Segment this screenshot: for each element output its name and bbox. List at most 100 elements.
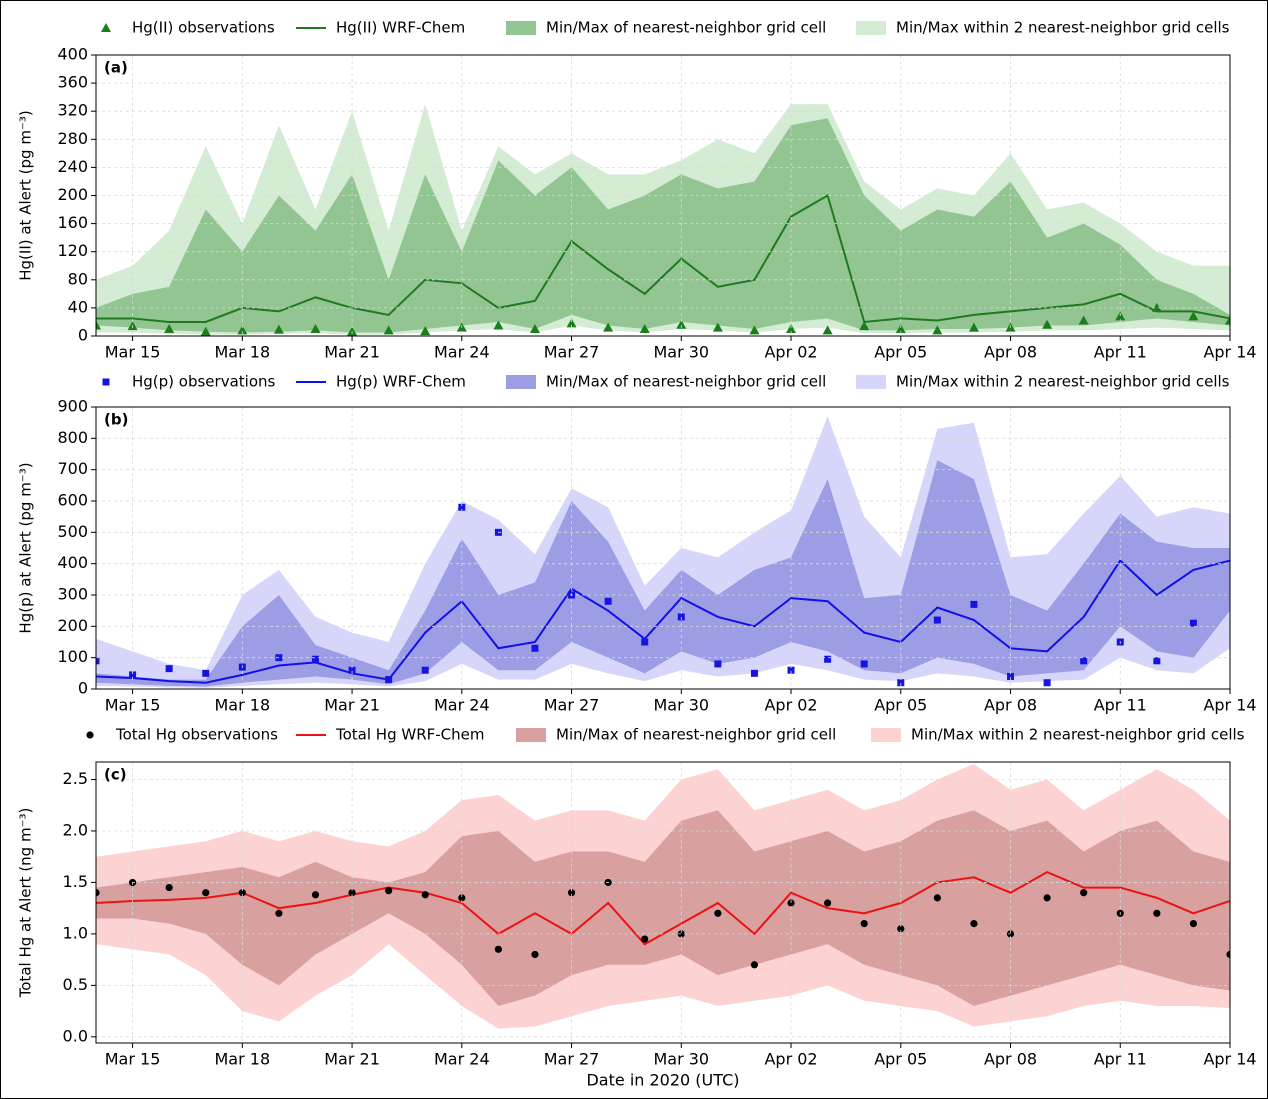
obs-marker (531, 950, 539, 959)
y-tick-label: 0.0 (63, 1026, 88, 1045)
obs-marker (641, 638, 649, 646)
obs-marker (238, 889, 246, 897)
y-axis-label: Hg(p) at Alert (pg m⁻³) (17, 462, 35, 633)
x-tick-label: Apr 11 (1094, 343, 1147, 362)
x-tick-label: Apr 08 (984, 696, 1037, 715)
legend-swatch (506, 375, 536, 389)
obs-marker (385, 887, 393, 895)
band-area (96, 460, 1230, 687)
legend-swatch (856, 21, 886, 35)
y-tick-label: 2.5 (63, 769, 88, 788)
y-tick-label: 1.0 (63, 923, 88, 942)
x-tick-label: Mar 15 (105, 343, 161, 362)
legend-swatch (506, 21, 536, 35)
panel-label: (a) (104, 59, 128, 77)
obs-marker (895, 323, 906, 333)
y-tick-label: 320 (57, 101, 88, 120)
panel-label: (b) (104, 411, 128, 429)
plot-area (96, 104, 1230, 336)
x-tick-label: Mar 15 (105, 1050, 161, 1069)
obs-marker (275, 909, 283, 917)
obs-marker (567, 889, 576, 897)
obs-marker (1043, 894, 1051, 902)
obs-marker (202, 669, 210, 677)
legend-label: Min/Max of nearest-neighbor grid cell (556, 726, 836, 744)
obs-marker (458, 894, 466, 902)
obs-marker (677, 930, 685, 938)
x-tick-label: Apr 05 (874, 1050, 927, 1069)
y-tick-label: 600 (57, 491, 88, 510)
y-tick-label: 1.5 (63, 872, 88, 891)
y-tick-label: 40 (68, 297, 88, 316)
x-tick-label: Apr 08 (984, 1050, 1037, 1069)
legend-swatch (516, 728, 546, 742)
obs-marker (970, 600, 978, 608)
plot-area (96, 764, 1230, 1029)
x-tick-label: Mar 21 (324, 343, 380, 362)
axes-frame (95, 761, 1231, 1044)
obs-marker (860, 660, 868, 668)
obs-marker (824, 899, 832, 907)
x-tick-label: Mar 24 (434, 343, 490, 362)
obs-marker (531, 644, 539, 652)
obs-marker (1007, 672, 1015, 680)
obs-marker (1151, 302, 1162, 312)
obs-marker (311, 655, 319, 663)
obs-marker (932, 325, 943, 335)
legend-label: Hg(II) observations (132, 19, 275, 37)
obs-marker (1153, 657, 1161, 665)
model-line (96, 871, 1230, 946)
obs-marker (1080, 657, 1088, 665)
x-tick-label: Mar 21 (324, 696, 380, 715)
obs-marker (421, 891, 429, 899)
panel-label: (c) (104, 766, 127, 784)
obs-marker (1078, 315, 1089, 325)
obs-marker (1189, 920, 1198, 928)
obs-marker (1226, 950, 1230, 959)
x-tick-label: Apr 05 (874, 696, 927, 715)
band-area (96, 810, 1230, 1006)
obs-marker (165, 883, 173, 892)
band-area (96, 118, 1230, 333)
obs-marker (970, 920, 978, 928)
x-tick-label: Mar 18 (215, 696, 271, 715)
obs-marker (129, 671, 137, 679)
obs-marker (101, 23, 111, 32)
obs-marker (566, 318, 577, 328)
y-tick-label: 0.5 (63, 975, 88, 994)
axes-frame (95, 54, 1231, 337)
x-tick-label: Mar 18 (215, 1050, 271, 1069)
obs-marker (529, 323, 540, 333)
obs-marker (750, 669, 758, 677)
y-tick-label: 300 (57, 585, 88, 604)
obs-marker (714, 909, 722, 917)
legend-label: Min/Max within 2 nearest-neighbor grid c… (896, 373, 1230, 391)
y-axis-label: Total Hg at Alert (ng m⁻³) (17, 808, 35, 999)
obs-marker (787, 899, 795, 907)
y-tick-label: 500 (57, 522, 88, 541)
legend-label: Min/Max within 2 nearest-neighbor grid c… (911, 726, 1245, 744)
obs-marker (1189, 619, 1197, 627)
model-line (96, 193, 1230, 324)
obs-marker (202, 889, 210, 897)
axes-frame (95, 406, 1231, 690)
obs-marker (311, 891, 320, 899)
y-tick-label: 280 (57, 129, 88, 148)
x-tick-label: Apr 11 (1094, 696, 1147, 715)
legend-label: Hg(p) WRF-Chem (336, 373, 466, 391)
y-axis-label: Hg(II) at Alert (pg m⁻³) (17, 110, 35, 281)
legend-label: Min/Max of nearest-neighbor grid cell (546, 19, 826, 37)
obs-marker (86, 731, 94, 739)
obs-marker (237, 325, 248, 335)
x-tick-label: Mar 27 (544, 696, 600, 715)
obs-marker (348, 889, 356, 897)
obs-marker (383, 325, 394, 335)
obs-marker (200, 326, 211, 336)
y-tick-label: 400 (57, 45, 88, 64)
x-tick-label: Mar 24 (434, 696, 490, 715)
obs-marker (639, 323, 650, 333)
x-tick-label: Apr 08 (984, 343, 1037, 362)
obs-marker (786, 323, 797, 333)
y-tick-label: 100 (57, 647, 88, 666)
obs-marker (1042, 319, 1053, 329)
